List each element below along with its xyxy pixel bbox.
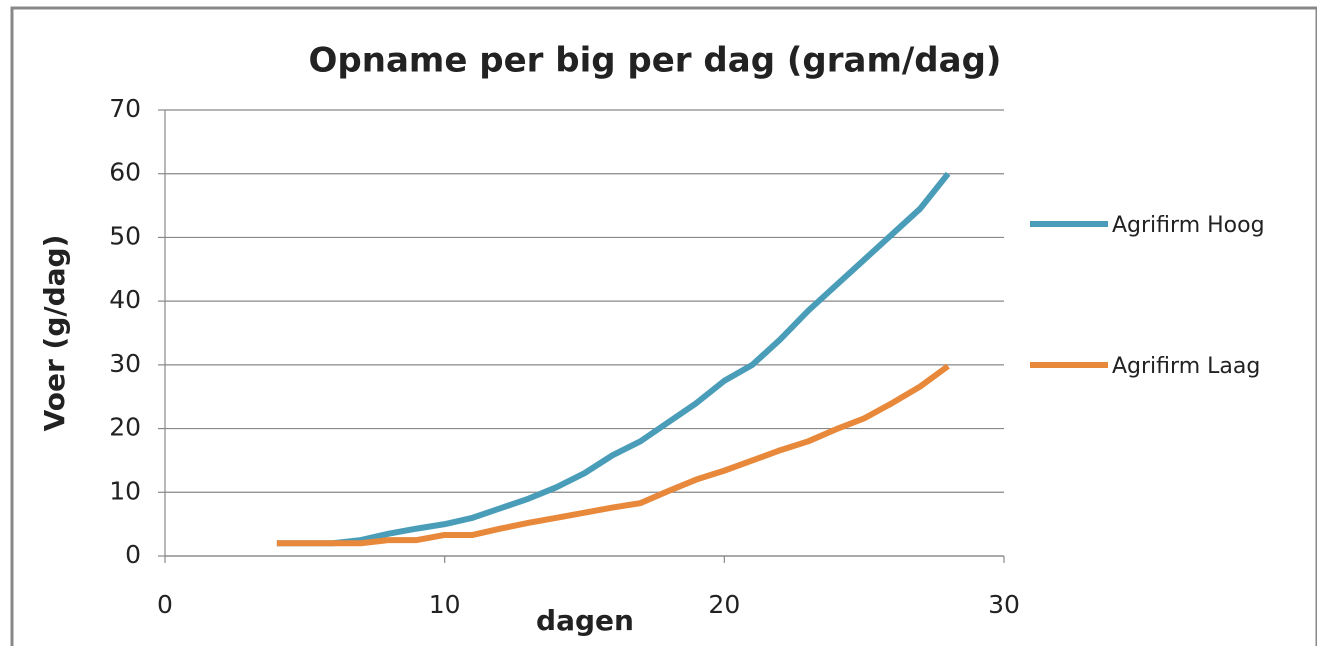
x-axis-label: dagen bbox=[536, 604, 634, 637]
x-tick-label: 0 bbox=[157, 590, 173, 619]
x-tick-label: 20 bbox=[708, 590, 740, 619]
y-tick-label: 40 bbox=[109, 285, 141, 314]
y-tick-label: 10 bbox=[109, 476, 141, 505]
legend-label: Agrifirm Hoog bbox=[1112, 213, 1265, 238]
series-line bbox=[276, 171, 951, 547]
series-line bbox=[276, 363, 950, 547]
chart-frame bbox=[10, 6, 1317, 646]
y-axis-label: Voer (g/dag) bbox=[38, 235, 71, 432]
legend-label: Agrifirm Laag bbox=[1112, 354, 1260, 379]
y-tick-label: 20 bbox=[109, 413, 141, 442]
y-tick-label: 30 bbox=[109, 349, 141, 378]
y-tick-label: 70 bbox=[109, 94, 141, 123]
chart-title: Opname per big per dag (gram/dag) bbox=[309, 41, 1002, 81]
y-tick-label: 50 bbox=[109, 221, 141, 250]
y-tick-label: 60 bbox=[109, 158, 141, 187]
x-tick-label: 30 bbox=[988, 590, 1020, 619]
y-tick-label: 0 bbox=[125, 540, 141, 569]
x-tick-label: 10 bbox=[429, 590, 461, 619]
